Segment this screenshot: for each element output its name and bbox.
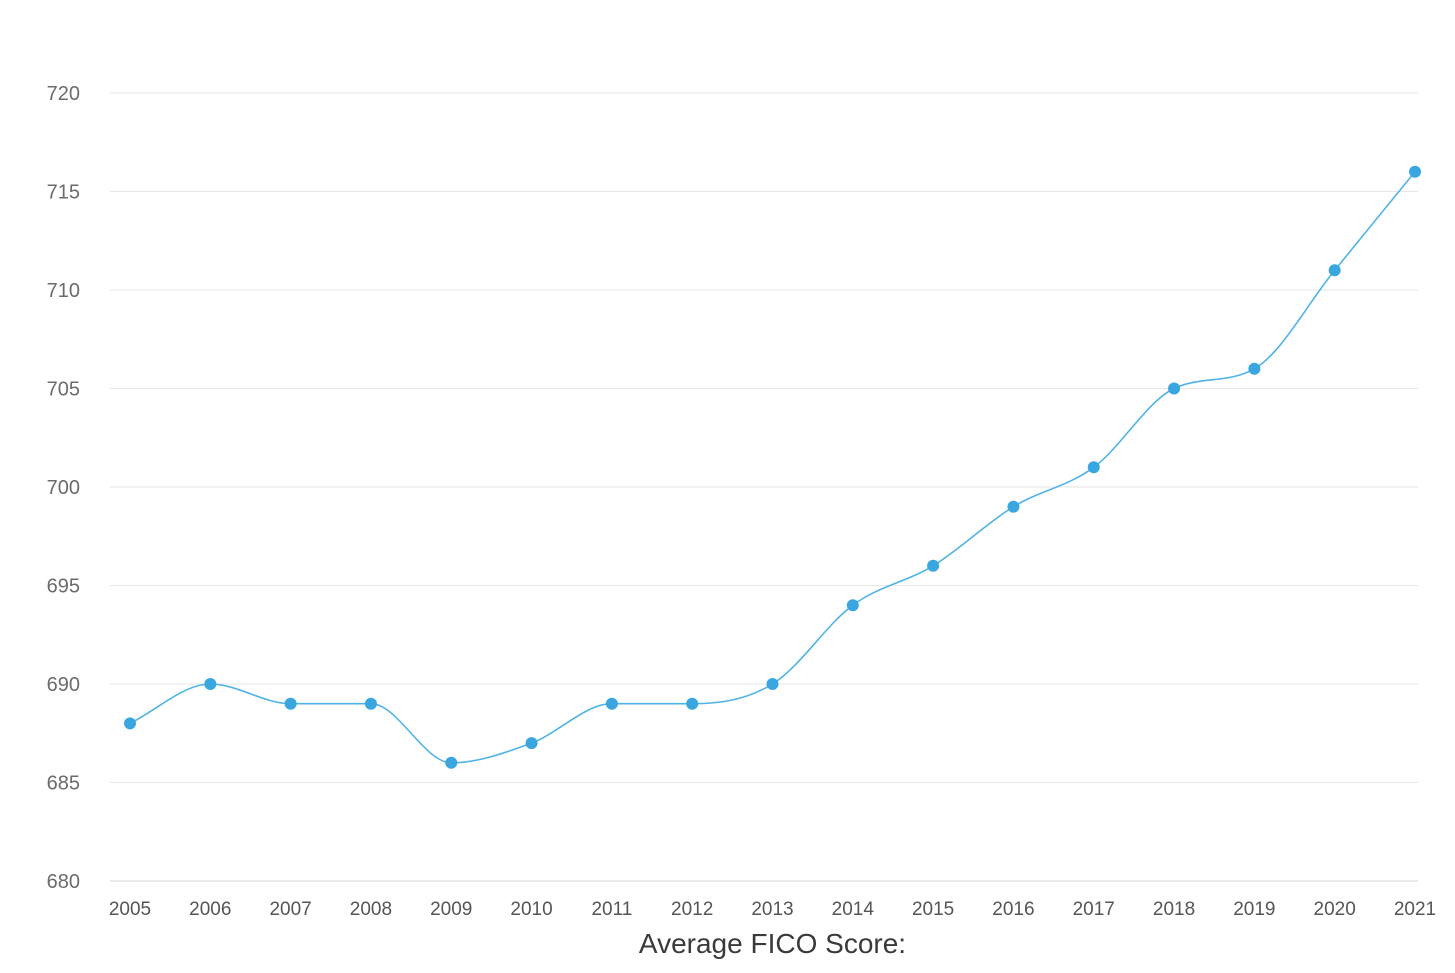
series-layer bbox=[129, 171, 1416, 764]
x-tick-label: 2010 bbox=[510, 899, 552, 920]
x-tick-label: 2015 bbox=[912, 899, 954, 920]
x-tick-label: 2007 bbox=[269, 899, 311, 920]
data-point-2013[interactable] bbox=[766, 678, 779, 690]
series-line bbox=[129, 171, 1416, 764]
y-tick-label: 710 bbox=[47, 280, 80, 302]
x-tick-label: 2020 bbox=[1314, 899, 1356, 920]
x-tick-label: 2014 bbox=[832, 899, 875, 920]
data-point-2007[interactable] bbox=[284, 697, 297, 710]
y-tick-label: 685 bbox=[47, 773, 80, 795]
y-tick-label: 690 bbox=[47, 674, 80, 696]
y-tick-label: 705 bbox=[47, 379, 80, 401]
data-point-2018[interactable] bbox=[1168, 382, 1181, 395]
x-tick-label: 2008 bbox=[350, 899, 392, 920]
data-point-2019[interactable] bbox=[1248, 362, 1261, 375]
x-axis-label: Average FICO Score: bbox=[638, 928, 907, 959]
data-point-2006[interactable] bbox=[204, 678, 217, 690]
data-point-2016[interactable] bbox=[1007, 500, 1020, 513]
x-tick-label: 2013 bbox=[751, 899, 793, 920]
data-point-2009[interactable] bbox=[445, 756, 458, 769]
data-point-2017[interactable] bbox=[1087, 461, 1100, 474]
data-point-2010[interactable] bbox=[525, 737, 538, 750]
y-tick-label: 700 bbox=[47, 477, 80, 499]
y-tick-label: 720 bbox=[47, 83, 80, 105]
x-tick-label: 2019 bbox=[1233, 899, 1275, 920]
y-tick-label: 715 bbox=[47, 182, 80, 204]
x-tick-label: 2011 bbox=[591, 899, 632, 920]
y-axis-ticks: 680 685 690 695 700 705 710 715 720 bbox=[47, 83, 80, 893]
data-point-2021[interactable] bbox=[1409, 165, 1421, 178]
gridlines bbox=[110, 92, 1418, 882]
data-point-2011[interactable] bbox=[605, 697, 618, 710]
data-point-2014[interactable] bbox=[846, 599, 859, 612]
x-tick-label: 2017 bbox=[1073, 899, 1115, 920]
x-tick-label: 2006 bbox=[189, 899, 231, 920]
x-tick-label: 2018 bbox=[1153, 899, 1195, 920]
y-tick-label: 695 bbox=[47, 576, 80, 598]
data-point-2005[interactable] bbox=[124, 717, 136, 730]
data-point-2015[interactable] bbox=[927, 559, 940, 572]
x-axis-ticks: 2005 2006 2007 2008 2009 2010 2011 2012 2013 2014… bbox=[109, 899, 1436, 920]
y-tick-label: 680 bbox=[47, 871, 80, 893]
x-tick-label: 2021 bbox=[1394, 899, 1436, 920]
data-point-2020[interactable] bbox=[1328, 264, 1341, 277]
data-points bbox=[124, 165, 1421, 769]
x-tick-label: 2009 bbox=[430, 899, 472, 920]
x-tick-label: 2012 bbox=[671, 899, 713, 920]
x-tick-label: 2016 bbox=[992, 899, 1034, 920]
x-tick-label: 2005 bbox=[109, 899, 151, 920]
data-point-2012[interactable] bbox=[686, 697, 699, 710]
data-point-2008[interactable] bbox=[364, 697, 377, 710]
